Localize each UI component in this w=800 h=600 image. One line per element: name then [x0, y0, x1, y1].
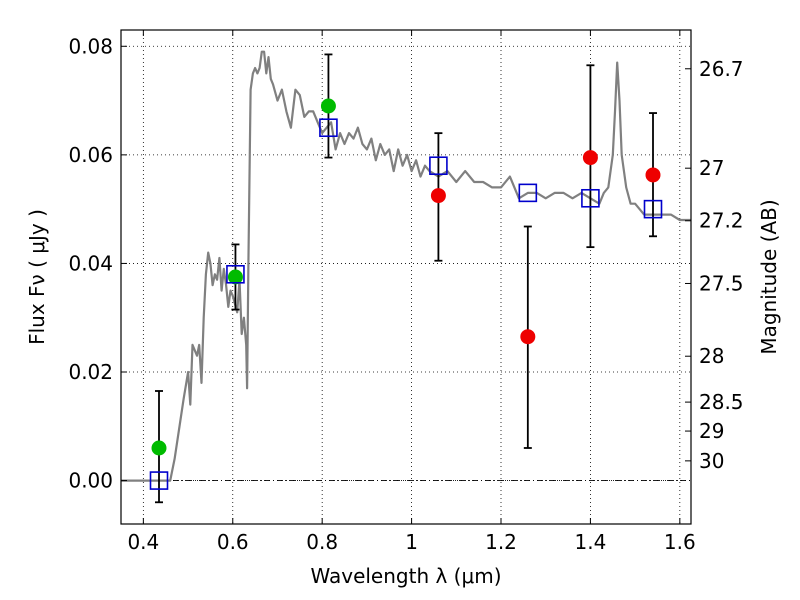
x-tick-label: 1.2: [485, 530, 517, 554]
axis-ticks: 0.4 0.6 0.8 1 1.2 1.4 1.6 0.00 0.02 0.04 0.06 0.08 2…: [68, 30, 744, 554]
model-photometry-square: [149, 471, 169, 490]
y-axis-right-label: Magnitude (AB): [757, 199, 781, 354]
x-tick-label: 0.4: [127, 530, 159, 554]
mag-tick-label: 27: [699, 156, 724, 180]
y-tick-label: 0.02: [68, 360, 113, 384]
mag-tick-label: 27.2: [699, 209, 744, 233]
mag-tick-label: 30: [699, 449, 724, 473]
model-photometry-square: [226, 264, 245, 284]
mag-tick-label: 29: [699, 419, 724, 443]
observed-ir-point: [520, 329, 536, 345]
model-photometry-square: [518, 183, 538, 203]
mag-tick-label: 28: [699, 344, 724, 368]
mag-tick-label: 28.5: [699, 390, 744, 414]
model-photometry-square: [643, 199, 663, 219]
model-photometry-square: [429, 156, 448, 176]
y-tick-label: 0.00: [68, 469, 113, 493]
y-tick-label: 0.08: [68, 34, 113, 58]
y-tick-label: 0.04: [68, 251, 113, 275]
plot-series: [121, 50, 691, 504]
x-tick-label: 1.6: [664, 530, 696, 554]
observed-ir-point: [582, 150, 598, 166]
model-photometry-square: [319, 118, 338, 138]
x-tick-label: 1: [405, 530, 418, 554]
observed-optical-point: [227, 269, 243, 285]
mag-tick-label: 27.5: [699, 271, 744, 295]
x-axis-label: Wavelength λ (μm): [310, 564, 501, 588]
x-tick-label: 0.8: [306, 530, 338, 554]
observed-optical-point: [320, 98, 336, 114]
observed-ir-point: [430, 188, 446, 204]
x-tick-label: 0.6: [217, 530, 249, 554]
model-spectrum-line: [121, 50, 691, 482]
y-tick-label: 0.06: [68, 143, 113, 167]
plot-frame: [120, 29, 692, 525]
observed-optical-point: [151, 440, 167, 456]
x-tick-label: 1.4: [575, 530, 607, 554]
y-axis-label: Flux Fν ( μJy ): [25, 209, 49, 345]
model-photometry-square: [581, 188, 600, 208]
observed-ir-point: [645, 167, 661, 183]
mag-tick-label: 26.7: [699, 57, 744, 81]
